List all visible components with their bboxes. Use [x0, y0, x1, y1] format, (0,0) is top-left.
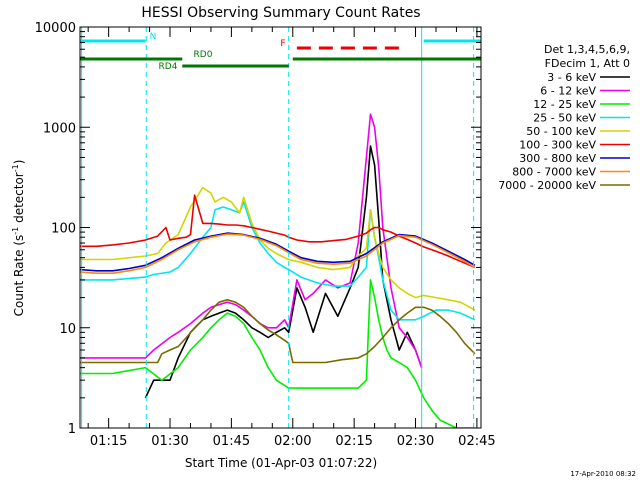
series-layer	[80, 113, 476, 428]
legend-label: 7000 - 20000 keV	[498, 179, 596, 192]
chart-title: HESSI Observing Summary Count Rates	[141, 5, 420, 21]
series-line-800-7000-kev	[80, 233, 476, 274]
series-line-12-25-kev	[80, 279, 475, 428]
x-tick-label: 02:00	[274, 434, 311, 449]
x-axis: 01:15 01:30 01:45 02:00 02:15 02:30 02:45	[87, 27, 496, 449]
y-tick-label: 10	[59, 322, 76, 337]
x-tick-label: 02:15	[335, 434, 372, 449]
x-tick-label: 01:45	[213, 434, 250, 449]
y-axis-label: Count Rate (s-1 detector-1)	[11, 160, 26, 317]
flag-label-n: N	[150, 32, 157, 42]
series-line-3-6-kev	[144, 145, 423, 399]
legend-label: 50 - 100 keV	[526, 125, 596, 138]
legend-label: 3 - 6 keV	[547, 71, 596, 84]
x-tick-label: 01:15	[90, 434, 127, 449]
legend-label: 25 - 50 keV	[533, 112, 596, 125]
legend-label: 12 - 25 keV	[533, 98, 596, 111]
legend-label: 100 - 300 keV	[519, 139, 596, 152]
legend-label: 6 - 12 keV	[540, 85, 596, 98]
series-line-300-800-kev	[80, 232, 476, 272]
legend-header-line: Det 1,3,4,5,6,9,	[544, 43, 630, 56]
flag-label-rd0: RD0	[194, 50, 213, 60]
x-tick-label: 01:30	[151, 434, 188, 449]
flag-bars: N F RD0 RD4	[80, 32, 481, 72]
legend-label: 300 - 800 keV	[519, 152, 596, 165]
x-axis-label: Start Time (01-Apr-03 01:07:22)	[185, 456, 377, 470]
x-tick-label: 02:30	[397, 434, 434, 449]
legend: Det 1,3,4,5,6,9,FDecim 1, Att 03 - 6 keV…	[498, 43, 630, 192]
timestamp-footer: 17-Apr-2010 08:32	[570, 470, 636, 478]
y-tick-label: 1	[68, 422, 76, 437]
flag-label-f: F	[280, 39, 285, 49]
x-tick-label: 02:45	[458, 434, 495, 449]
y-tick-label: 10000	[35, 21, 76, 36]
y-tick-label: 100	[51, 222, 76, 237]
flag-label-rd4: RD4	[159, 62, 178, 72]
y-axis: 1 10 100 1000 10000	[35, 21, 481, 437]
legend-header-line: FDecim 1, Att 0	[545, 57, 630, 70]
series-line-7000-20000-kev	[80, 299, 476, 364]
legend-label: 800 - 7000 keV	[512, 166, 596, 179]
y-tick-label: 1000	[43, 121, 76, 136]
series-line-25-50-kev	[80, 201, 476, 321]
